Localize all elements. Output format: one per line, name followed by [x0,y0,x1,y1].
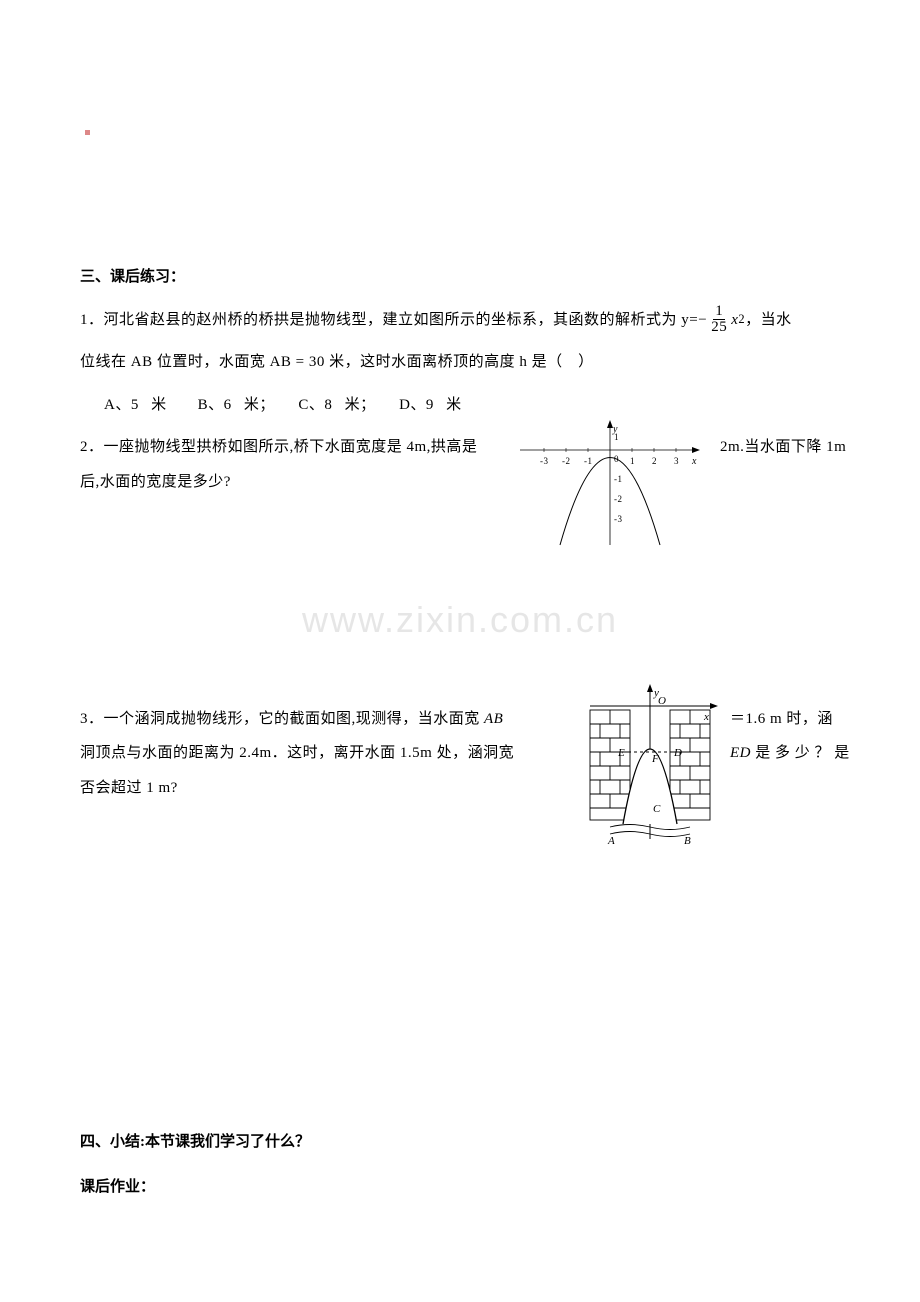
question-2: 2．一座抛物线型拱桥如图所示,桥下水面宽度是 4m,拱高是 后,水面的宽度是多少… [80,430,840,499]
svg-text:-1: -1 [614,474,623,484]
question-3: 3．一个涵洞成抛物线形，它的截面如图,现测得，当水面宽 AB 洞顶点与水面的距离… [80,702,840,806]
q3-culvert-graph: y O x [580,684,720,849]
svg-text:-3: -3 [540,456,549,466]
q1-numerator: 1 [713,304,725,321]
homework-title: 课后作业： [80,1170,840,1205]
q1-x: x [731,303,738,338]
svg-text:-2: -2 [614,494,623,504]
watermark-text: www.zixin.com.cn [80,579,840,662]
section-4-title: 四、小结:本节课我们学习了什么？ [80,1125,840,1160]
marker-dot [85,130,90,135]
q2-right-1: 2m.当水面下降 1m [720,430,880,465]
q1-denominator: 25 [709,320,729,336]
section-3-title: 三、课后练习： [80,260,840,295]
q2-parabola-graph: y x -3 -2 -1 0 1 2 3 1 -1 -2 -3 [520,420,700,550]
svg-text:-2: -2 [562,456,571,466]
q2-left-2: 后,水面的宽度是多少? [80,465,840,500]
svg-text:F: F [651,753,659,765]
svg-text:E: E [617,747,625,759]
svg-text:x: x [703,711,709,723]
q1-exp: 2 [738,305,745,334]
svg-text:-3: -3 [614,514,623,524]
question-1-options: A、5 米 B、6 米； C、8 米； D、9 米 [104,388,840,423]
q1-post: ，当水 [745,303,792,338]
svg-text:D: D [673,747,682,759]
svg-text:A: A [607,835,615,847]
q1-pre: 1．河北省赵县的赵州桥的桥拱是抛物线型，建立如图所示的坐标系，其函数的解析式为 … [80,303,698,338]
q1-minus: − [698,303,707,338]
svg-text:O: O [658,695,666,707]
q3-right-text: ＝1.6 m 时，涵 ED 是 多 少 ？ 是 [730,702,890,771]
svg-text:3: 3 [674,456,679,466]
question-1-line-1: 1．河北省赵县的赵州桥的桥拱是抛物线型，建立如图所示的坐标系，其函数的解析式为 … [80,303,840,338]
svg-text:1: 1 [630,456,635,466]
svg-text:1: 1 [614,432,619,442]
question-1-line-2: 位线在 AB 位置时，水面宽 AB = 30 米，这时水面离桥顶的高度 h 是（… [80,345,840,380]
svg-text:B: B [684,835,691,847]
q1-fraction: 1 25 [709,304,729,337]
svg-text:x: x [691,456,697,467]
q3-left-text: 3．一个涵洞成抛物线形，它的截面如图,现测得，当水面宽 AB 洞顶点与水面的距离… [80,702,560,806]
svg-text:-1: -1 [584,456,593,466]
svg-text:C: C [653,803,661,815]
svg-text:2: 2 [652,456,657,466]
